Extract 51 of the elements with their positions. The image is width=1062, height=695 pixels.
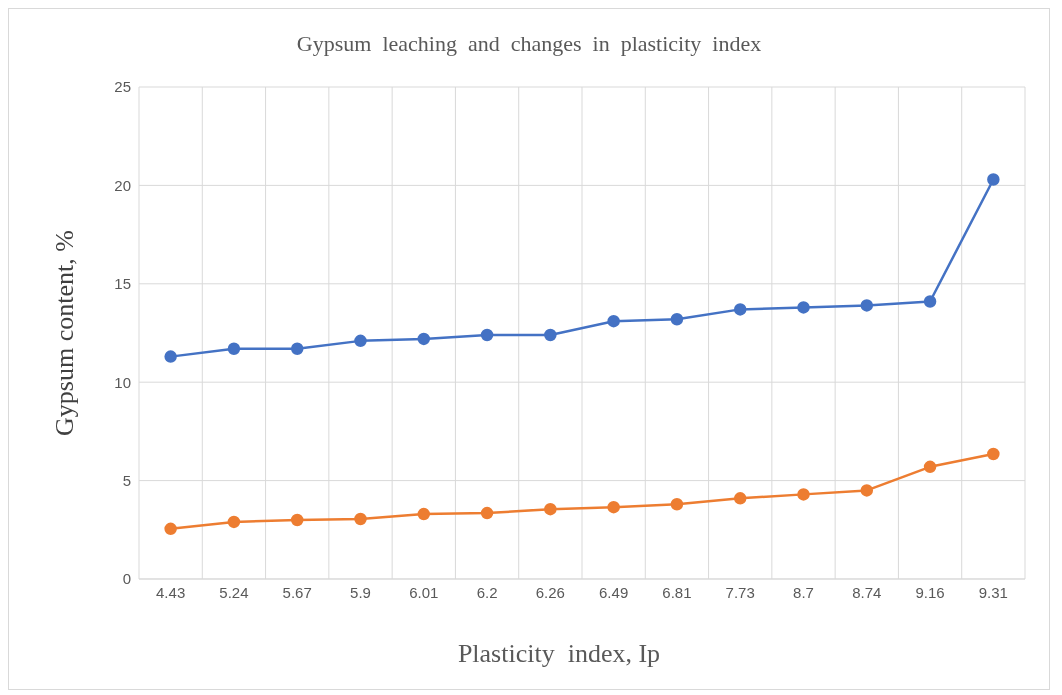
point (544, 328, 557, 342)
x-tick-label: 6.81 (662, 583, 692, 601)
point (227, 515, 241, 529)
point (733, 492, 747, 505)
x-tick-label: 6.01 (409, 583, 439, 601)
x-tick-label: 6.26 (535, 583, 565, 601)
point (923, 295, 937, 308)
x-axis-title: Plasticity index, Ip (456, 639, 662, 669)
point (860, 299, 874, 312)
x-tick-label: 9.31 (978, 583, 1008, 601)
point (607, 500, 620, 514)
y-tick-label: 0 (122, 570, 131, 588)
point (987, 447, 1000, 461)
point (290, 513, 304, 527)
x-tick-label: 8.7 (793, 583, 814, 601)
point (670, 312, 684, 326)
y-tick-label: 10 (114, 373, 131, 391)
point (417, 332, 431, 346)
x-tick-label: 5.9 (350, 583, 371, 601)
x-tick-label: 8.74 (852, 583, 882, 601)
point (860, 484, 874, 497)
point (670, 497, 684, 511)
point (164, 350, 177, 363)
y-axis-title: Gypsum content, % (50, 230, 80, 436)
point (227, 342, 241, 355)
x-tick-label: 9.16 (915, 583, 945, 601)
y-tick-label: 5 (122, 471, 131, 489)
x-tick-label: 5.24 (219, 583, 249, 601)
x-tick-label: 7.73 (725, 583, 755, 601)
point (290, 342, 304, 355)
point (797, 488, 810, 501)
x-tick-label: 6.2 (476, 583, 498, 601)
point (164, 522, 177, 536)
chart-title: Gypsum leaching and changes in plasticity index (295, 31, 763, 57)
x-tick-label: 6.49 (599, 583, 629, 601)
y-tick-label: 15 (114, 275, 131, 293)
point (797, 301, 810, 314)
y-tick-label: 20 (114, 176, 131, 194)
y-tick-label: 25 (114, 78, 131, 96)
x-tick-label: 5.67 (282, 583, 312, 601)
point (417, 507, 431, 521)
point (607, 314, 620, 328)
x-tick-label: 4.43 (156, 583, 186, 601)
point (354, 334, 367, 348)
point (480, 506, 494, 520)
point (480, 328, 494, 342)
point (733, 303, 747, 316)
point (923, 460, 937, 474)
point (987, 173, 1000, 186)
point (354, 512, 367, 526)
point (544, 502, 557, 516)
